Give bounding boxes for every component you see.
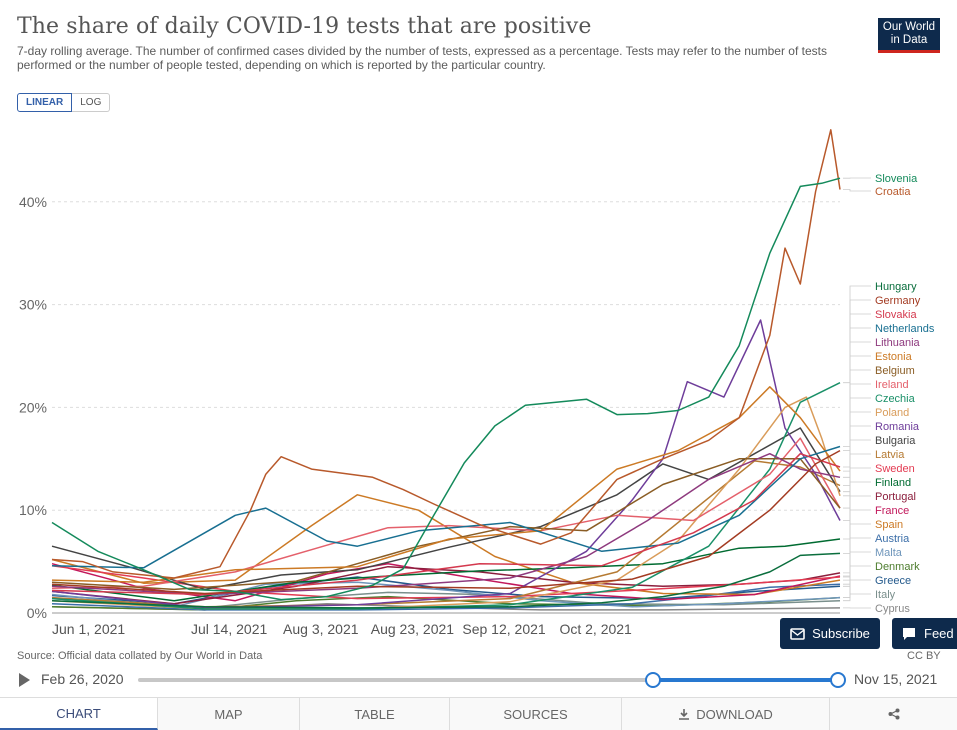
legend-label-greece[interactable]: Greece: [875, 575, 911, 587]
series-line-slovenia[interactable]: [52, 178, 840, 599]
legend-connector: [843, 342, 871, 477]
x-tick-label: Jun 1, 2021: [52, 621, 125, 637]
tab-chart[interactable]: CHART: [0, 698, 158, 730]
legend-label-lithuania[interactable]: Lithuania: [875, 337, 921, 349]
y-tick-label: 30%: [19, 297, 47, 313]
legend-connector: [843, 566, 871, 598]
tab-sources[interactable]: SOURCES: [450, 698, 622, 730]
legend-label-sweden[interactable]: Sweden: [875, 463, 915, 475]
series-line-croatia[interactable]: [52, 130, 840, 578]
legend-label-spain[interactable]: Spain: [875, 519, 903, 531]
legend-label-latvia[interactable]: Latvia: [875, 449, 905, 461]
legend-connector: [843, 300, 871, 451]
series-line-ireland[interactable]: [52, 438, 840, 588]
legend-connector: [843, 468, 871, 577]
tab-table[interactable]: TABLE: [300, 698, 450, 730]
legend-label-france[interactable]: France: [875, 505, 909, 517]
share-button[interactable]: [830, 698, 957, 730]
y-tick-label: 10%: [19, 502, 47, 518]
tab-download[interactable]: DOWNLOAD: [622, 698, 830, 730]
line-chart[interactable]: 0% 10% 20% 30% 40% Jun 1, 2021 Jul 14, 2021 Au…: [0, 0, 957, 645]
legend-connector: [843, 383, 871, 398]
legend-label-slovenia[interactable]: Slovenia: [875, 173, 918, 185]
legend-connector: [843, 370, 871, 508]
legend-label-italy[interactable]: Italy: [875, 589, 896, 601]
x-tick-label: Oct 2, 2021: [559, 621, 632, 637]
timeline-start-date: Feb 26, 2020: [41, 671, 124, 687]
legend-connector: [843, 286, 871, 553]
legend-label-portugal[interactable]: Portugal: [875, 491, 916, 503]
x-axis-ticks: Jun 1, 2021 Jul 14, 2021 Aug 3, 2021 Aug 23…: [52, 621, 822, 637]
legend-label-germany[interactable]: Germany: [875, 295, 921, 307]
timeline-end-handle[interactable]: [830, 672, 846, 688]
timeline-end-date: Nov 15, 2021: [854, 671, 937, 687]
license-link[interactable]: CC BY: [907, 650, 941, 662]
timeline-selected-range: [653, 678, 839, 682]
tab-download-label: DOWNLOAD: [696, 707, 773, 722]
y-axis-ticks: 0% 10% 20% 30% 40%: [19, 194, 47, 621]
legend-connector: [843, 328, 871, 447]
legend-connector: [843, 580, 871, 586]
y-tick-label: 0%: [27, 605, 47, 621]
timeline-start-handle[interactable]: [645, 672, 661, 688]
y-tick-label: 40%: [19, 194, 47, 210]
legend-label-ireland[interactable]: Ireland: [875, 379, 909, 391]
x-tick-label: Sep 12, 2021: [462, 621, 546, 637]
series-lines: [52, 130, 840, 610]
play-icon[interactable]: [19, 673, 30, 687]
legend-label-estonia[interactable]: Estonia: [875, 351, 913, 363]
legend-label-croatia[interactable]: Croatia: [875, 186, 911, 198]
tab-map[interactable]: MAP: [158, 698, 300, 730]
x-tick-label: Aug 3, 2021: [283, 621, 359, 637]
legend-label-poland[interactable]: Poland: [875, 407, 909, 419]
legend-label-hungary[interactable]: Hungary: [875, 281, 917, 293]
envelope-icon: [790, 627, 805, 641]
speech-bubble-icon: [902, 627, 916, 641]
legend-connector: [843, 384, 871, 508]
legend-label-netherlands[interactable]: Netherlands: [875, 323, 935, 335]
subscribe-label: Subscribe: [812, 626, 870, 641]
legend-label-czechia[interactable]: Czechia: [875, 393, 916, 405]
x-tick-label: Aug 23, 2021: [371, 621, 455, 637]
share-icon: [888, 708, 900, 720]
legend-label-romania[interactable]: Romania: [875, 421, 920, 433]
legend-label-slovakia[interactable]: Slovakia: [875, 309, 917, 321]
legend-label-finland[interactable]: Finland: [875, 477, 911, 489]
legend-label-denmark[interactable]: Denmark: [875, 561, 920, 573]
legend-connector: [843, 496, 871, 573]
legend-connector: [843, 190, 871, 192]
download-icon: [678, 708, 690, 720]
legend-connector: [843, 482, 871, 539]
feedback-label: Feed: [924, 626, 954, 641]
legend-connector: [843, 454, 871, 486]
legend-connector: [843, 314, 871, 467]
x-tick-label: Jul 14, 2021: [191, 621, 267, 637]
legend-label-austria[interactable]: Austria: [875, 533, 910, 545]
tab-bar: CHART MAP TABLE SOURCES DOWNLOAD: [0, 697, 957, 730]
legend-label-belgium[interactable]: Belgium: [875, 365, 915, 377]
legend-label-malta[interactable]: Malta: [875, 547, 903, 559]
legend-connector: [843, 440, 871, 492]
y-tick-label: 20%: [19, 399, 47, 415]
legend-connector: [843, 552, 871, 598]
legend-label-bulgaria[interactable]: Bulgaria: [875, 435, 916, 447]
legend-label-cyprus[interactable]: Cyprus: [875, 603, 910, 615]
feedback-button[interactable]: Feed: [892, 618, 957, 649]
timeline-slider[interactable]: Feb 26, 2020 Nov 15, 2021: [17, 669, 947, 691]
subscribe-button[interactable]: Subscribe: [780, 618, 880, 649]
source-note: Source: Official data collated by Our Wo…: [17, 650, 262, 662]
